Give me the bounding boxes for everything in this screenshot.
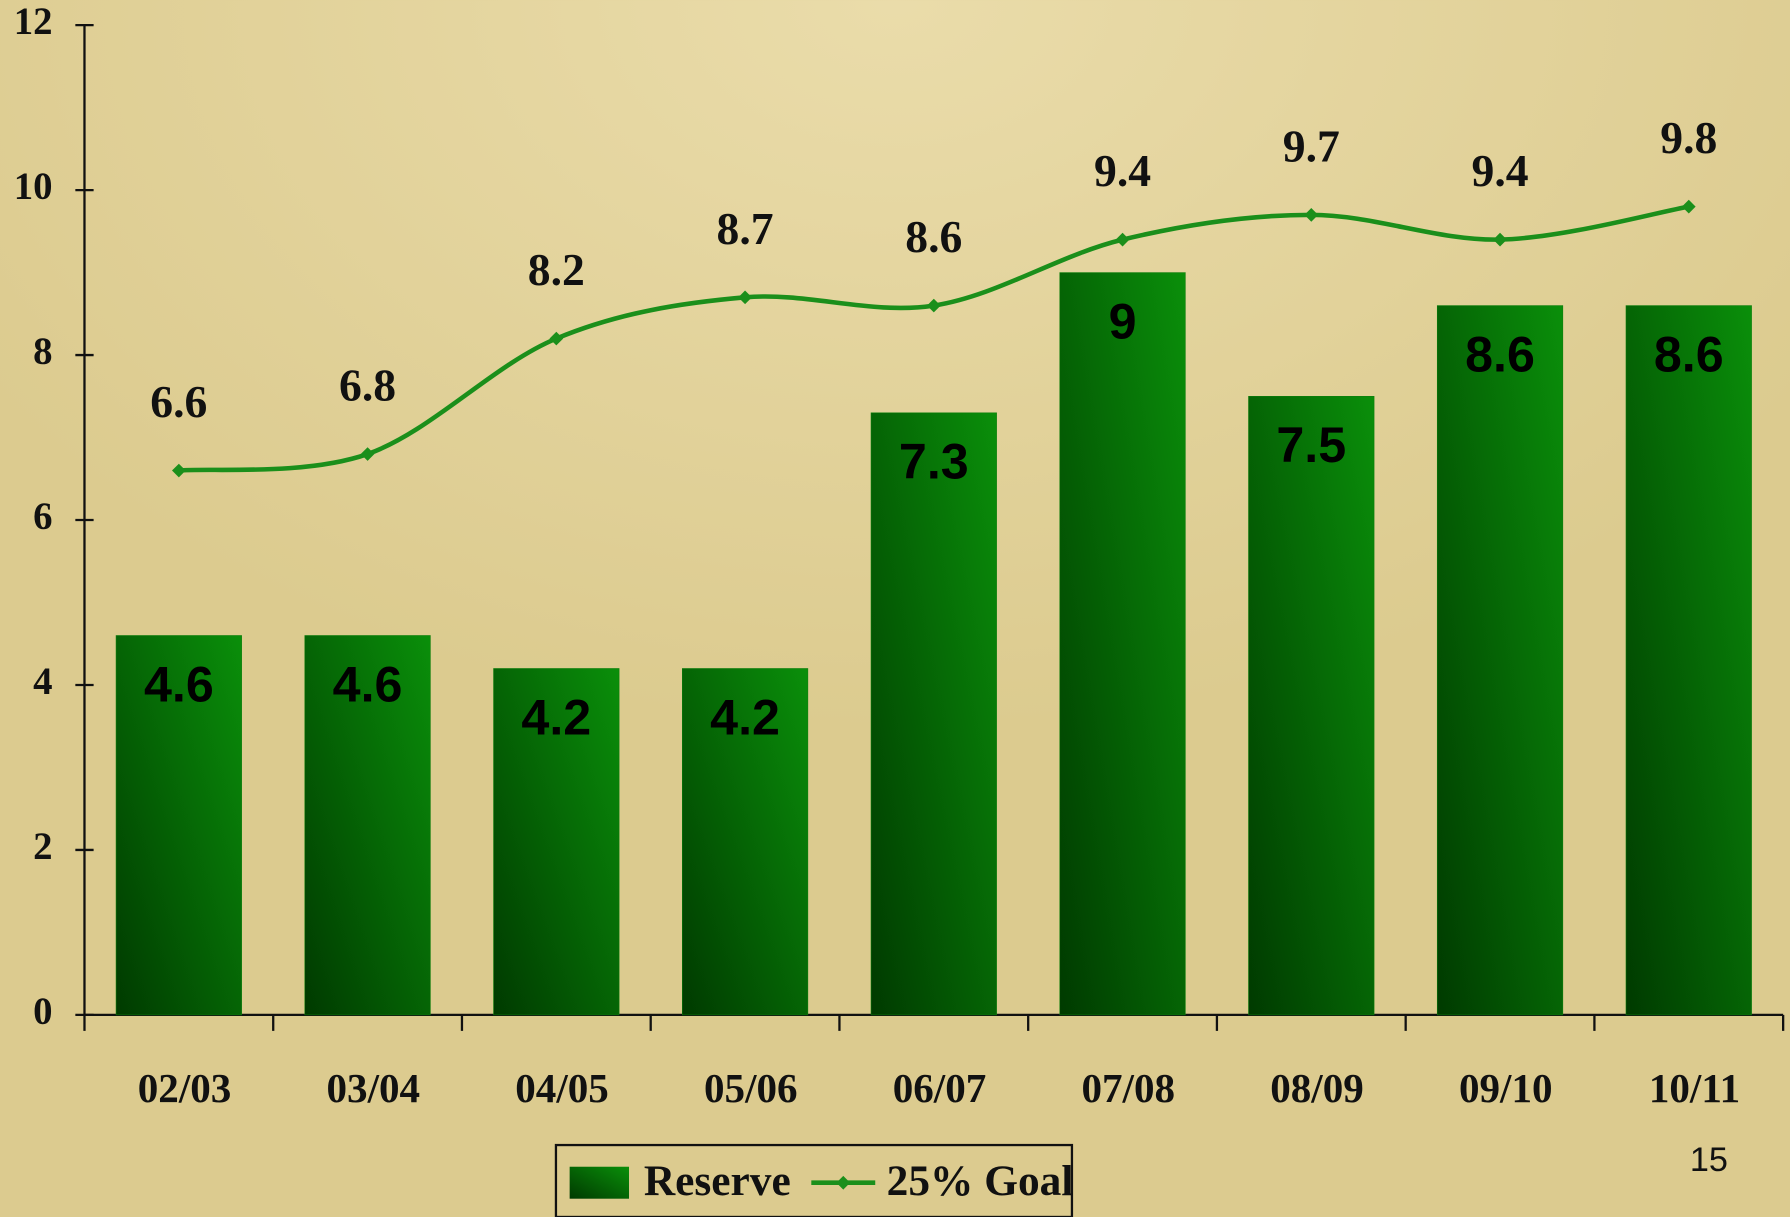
legend-label: Reserve bbox=[644, 1157, 791, 1205]
goal-value-label: 8.7 bbox=[717, 203, 774, 254]
x-tick-label: 04/05 bbox=[515, 1065, 609, 1111]
bar bbox=[1625, 305, 1752, 1016]
bar bbox=[304, 635, 431, 1016]
bar-value-label: 7.5 bbox=[1276, 417, 1346, 473]
page-number: 15 bbox=[1690, 1141, 1728, 1179]
bar-value-label: 9 bbox=[1109, 293, 1137, 349]
x-tick-label: 05/06 bbox=[704, 1065, 798, 1111]
bar bbox=[1436, 305, 1564, 1016]
goal-marker bbox=[549, 331, 564, 346]
goal-value-label: 6.6 bbox=[150, 376, 207, 427]
x-tick-label: 10/11 bbox=[1649, 1065, 1740, 1111]
goal-value-label: 9.8 bbox=[1660, 112, 1717, 163]
goal-value-label: 6.8 bbox=[339, 360, 396, 411]
x-tick-label: 02/03 bbox=[138, 1065, 232, 1111]
goal-value-label: 8.2 bbox=[528, 244, 585, 295]
bar bbox=[1059, 272, 1186, 1016]
bar-value-label: 8.6 bbox=[1465, 326, 1535, 382]
y-tick-label: 10 bbox=[14, 165, 53, 208]
goal-value-label: 9.4 bbox=[1471, 145, 1528, 196]
bar-value-label: 4.6 bbox=[144, 656, 214, 712]
goal-marker bbox=[1304, 208, 1319, 222]
bar bbox=[870, 412, 997, 1016]
bar-value-label: 8.6 bbox=[1654, 326, 1724, 382]
y-tick-label: 0 bbox=[33, 990, 52, 1033]
y-tick-label: 6 bbox=[33, 495, 52, 538]
y-tick-label: 4 bbox=[33, 660, 52, 703]
bar bbox=[493, 668, 620, 1016]
y-tick-label: 12 bbox=[14, 0, 53, 43]
legend-swatch bbox=[569, 1166, 630, 1199]
legend: Reserve 25% Goal bbox=[554, 1143, 1074, 1217]
bar-value-label: 7.3 bbox=[899, 434, 969, 490]
x-tick-label: 06/07 bbox=[893, 1065, 987, 1111]
bar bbox=[681, 668, 809, 1016]
bar bbox=[1248, 396, 1375, 1016]
x-tick-label: 08/09 bbox=[1270, 1065, 1364, 1111]
x-tick-label: 03/04 bbox=[327, 1065, 421, 1111]
bar bbox=[115, 635, 242, 1016]
bar-value-label: 4.2 bbox=[710, 689, 780, 745]
bar-value-label: 4.6 bbox=[333, 656, 403, 712]
x-tick-label: 09/10 bbox=[1459, 1065, 1553, 1111]
goal-value-label: 9.4 bbox=[1094, 145, 1151, 196]
y-tick-label: 2 bbox=[33, 825, 52, 868]
goal-value-label: 8.6 bbox=[905, 211, 962, 262]
x-tick-label: 07/08 bbox=[1081, 1065, 1175, 1111]
goal-marker bbox=[360, 447, 375, 461]
goal-marker bbox=[171, 463, 186, 478]
goal-value-label: 9.7 bbox=[1283, 120, 1340, 171]
goal-marker bbox=[1115, 232, 1130, 247]
bar-value-label: 4.2 bbox=[521, 689, 591, 745]
legend-label: 25% Goal bbox=[887, 1157, 1074, 1205]
y-tick-label: 8 bbox=[33, 330, 52, 373]
goal-marker bbox=[926, 298, 941, 313]
goal-marker bbox=[1493, 232, 1507, 247]
goal-marker bbox=[738, 290, 752, 305]
